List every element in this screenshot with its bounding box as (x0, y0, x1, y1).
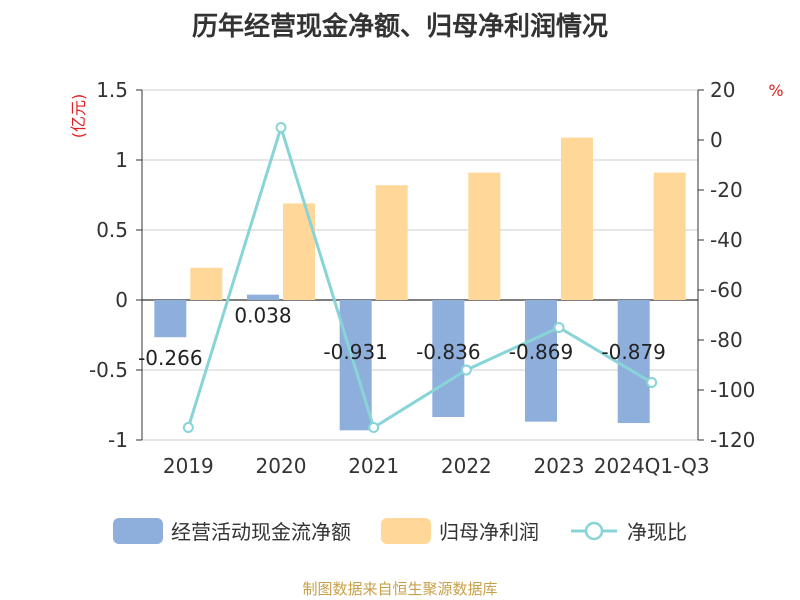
bar-net-profit-2021 (375, 185, 408, 300)
data-label-cash-flow: -0.266 (138, 346, 202, 370)
legend-item-net-profit[interactable]: 归母净利润 (381, 516, 539, 545)
bar-net-profit-2019 (190, 267, 223, 300)
data-label-cash-flow: -0.879 (601, 340, 665, 364)
left-tick-label: -0.5 (89, 358, 128, 382)
left-tick-label: 1.5 (96, 78, 128, 102)
right-tick-label: -120 (710, 428, 755, 452)
data-label-cash-flow: -0.931 (323, 340, 387, 364)
point-cash-ratio-2022 (460, 364, 472, 376)
right-tick-label: 0 (710, 128, 723, 152)
left-tick-label: 1 (115, 148, 128, 172)
data-label-cash-flow: 0.038 (234, 304, 291, 328)
right-tick-label: -20 (710, 178, 743, 202)
data-label-cash-flow: -0.836 (416, 340, 480, 364)
legend-label-cash-flow: 经营活动现金流净额 (171, 520, 351, 544)
legend-swatch-cash-flow (113, 517, 163, 544)
legend-label-cash-ratio: 净现比 (627, 520, 687, 544)
x-tick-label: 2023 (534, 454, 585, 478)
chart-plot: 1.510.50-0.5-1200-20-40-60-80-100-120(亿元… (69, 78, 784, 478)
bar-cash-flow-2022 (432, 300, 465, 418)
bar-net-profit-2024Q1-Q3 (653, 172, 686, 300)
legend-swatch-cash-ratio (571, 521, 617, 540)
point-cash-ratio-2023 (553, 322, 565, 333)
x-tick-label: 2020 (256, 454, 307, 478)
bar-net-profit-2023 (561, 137, 593, 300)
bar-cash-flow-2024Q1-Q3 (617, 300, 650, 424)
bar-cash-flow-2019 (154, 300, 187, 338)
legend-item-cash-flow[interactable]: 经营活动现金流净额 (113, 516, 351, 545)
legend-label-net-profit: 归母净利润 (439, 520, 539, 544)
legend-item-cash-ratio[interactable]: 净现比 (569, 516, 687, 545)
point-cash-ratio-2020 (275, 122, 287, 133)
x-tick-label: 2022 (441, 454, 492, 478)
right-axis-unit: % (768, 81, 783, 100)
right-tick-label: -40 (710, 228, 743, 252)
left-tick-label: 0.5 (96, 218, 128, 242)
legend: 经营活动现金流净额 归母净利润 净现比 (0, 516, 800, 545)
left-axis-unit: (亿元) (69, 94, 88, 139)
right-tick-label: 20 (710, 78, 735, 102)
data-label-cash-flow: -0.869 (509, 340, 573, 364)
bar-net-profit-2022 (468, 172, 501, 300)
x-tick-label: 2024Q1-Q3 (594, 454, 710, 478)
point-cash-ratio-2019 (182, 422, 194, 433)
data-source-note: 制图数据来自恒生聚源数据库 (302, 580, 498, 598)
right-tick-label: -60 (710, 278, 743, 302)
bar-cash-flow-2023 (525, 300, 557, 422)
left-tick-label: 0 (115, 288, 128, 312)
left-tick-label: -1 (108, 428, 128, 452)
point-cash-ratio-2024Q1-Q3 (646, 377, 658, 388)
bar-cash-flow-2020 (247, 294, 279, 300)
right-tick-label: -80 (710, 328, 743, 352)
x-tick-label: 2019 (163, 454, 214, 478)
right-tick-label: -100 (710, 378, 755, 402)
legend-swatch-net-profit (381, 517, 431, 544)
point-cash-ratio-2021 (368, 422, 380, 433)
x-tick-label: 2021 (348, 454, 399, 478)
line-cash-ratio (186, 122, 653, 430)
chart-title: 历年经营现金净额、归母净利润情况 (191, 12, 608, 42)
